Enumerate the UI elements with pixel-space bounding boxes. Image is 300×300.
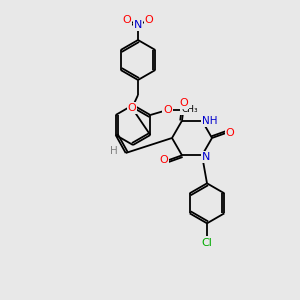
Text: O: O	[226, 128, 234, 138]
Text: O: O	[180, 98, 188, 108]
Text: CH₃: CH₃	[181, 106, 198, 115]
Text: Cl: Cl	[202, 238, 212, 248]
Text: O: O	[160, 155, 168, 165]
Text: H: H	[110, 146, 118, 156]
Text: O: O	[123, 15, 131, 25]
Text: O: O	[163, 105, 172, 115]
Text: NH: NH	[202, 116, 218, 126]
Text: O: O	[145, 15, 153, 25]
Text: N: N	[202, 152, 210, 162]
Text: O: O	[128, 103, 136, 113]
Text: N: N	[134, 20, 142, 30]
